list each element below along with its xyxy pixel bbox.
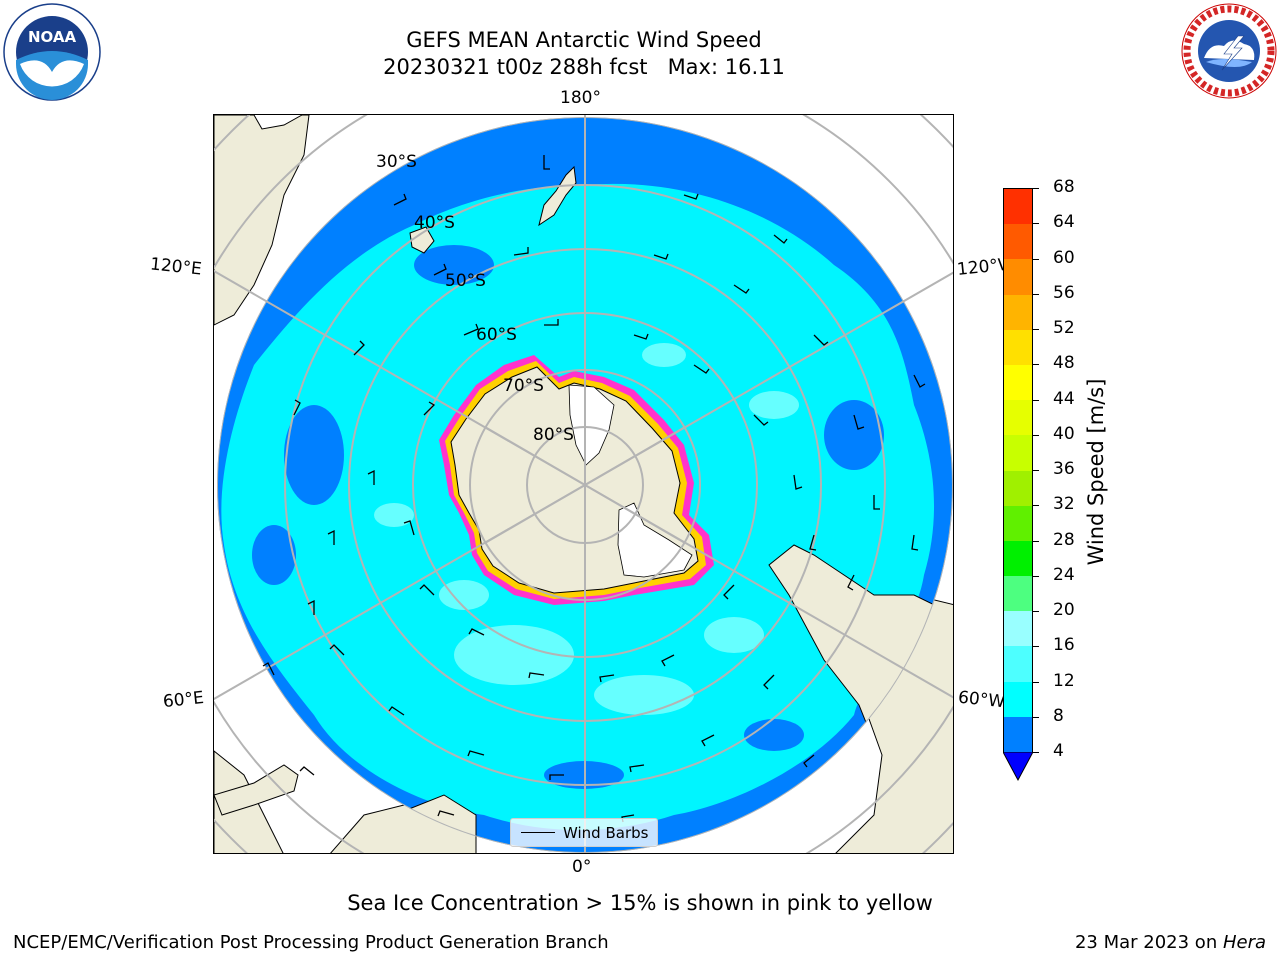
colorbar-segment [1004,576,1032,612]
colorbar-tick [1033,505,1039,507]
lat-label-50s: 50°S [445,271,486,291]
colorbar-tick-label: 16 [1053,635,1075,656]
colorbar-tick [1033,188,1039,189]
colorbar-segment [1004,470,1032,506]
lon-label-180: 180° [560,88,601,108]
colorbar-tick [1033,258,1039,260]
footer-date-text: 23 Mar 2023 on [1074,932,1223,953]
colorbar [1003,188,1033,753]
legend-label: Wind Barbs [563,823,649,842]
lat-label-70s: 70°S [503,376,544,396]
sea-ice-caption: Sea Ice Concentration > 15% is shown in … [347,891,933,915]
lat-label-60s: 60°S [476,325,517,345]
colorbar-tick-label: 12 [1053,670,1075,691]
lat-label-40s: 40°S [414,213,455,233]
colorbar-tick [1033,329,1039,330]
colorbar-tick [1033,470,1039,471]
colorbar-segment [1004,435,1032,471]
lon-label-60w: 60°W [957,687,1006,713]
lon-label-120e: 120°E [149,254,203,280]
colorbar-tick [1033,575,1039,577]
colorbar-tick-label: 24 [1053,564,1075,585]
colorbar-segment [1004,611,1032,647]
footer-credit: NCEP/EMC/Verification Post Processing Pr… [13,932,609,953]
colorbar-tick-label: 4 [1053,741,1064,761]
colorbar-segment [1004,681,1032,717]
footer-date: 23 Mar 2023 on Hera [1075,932,1266,953]
colorbar-tick-label: 60 [1053,247,1075,268]
colorbar-tick-label: 40 [1053,423,1075,444]
colorbar-tick-label: 64 [1053,212,1075,233]
colorbar-tick [1033,223,1039,225]
ross-ice-shelf [568,384,615,466]
colorbar-tick-label: 32 [1053,494,1075,515]
polar-map-canvas [214,115,953,853]
colorbar-tick [1033,646,1039,648]
colorbar-tick-label: 28 [1053,529,1075,550]
legend-swatch-line [521,832,555,833]
chart-subtitle: 20230321 t00z 288h fcst Max: 16.11 [383,55,785,79]
colorbar-tick-label: 48 [1053,353,1075,374]
map-legend: Wind Barbs [510,818,658,847]
colorbar-tick [1033,434,1039,436]
colorbar-tick-label: 52 [1053,318,1075,338]
polar-map: 30°S 40°S 50°S 60°S 70°S 80°S Wind Barbs [213,114,954,854]
graticule-inner [484,370,686,600]
colorbar-segment [1004,259,1032,295]
colorbar-segment [1004,364,1032,401]
colorbar-segment [1004,294,1032,330]
colorbar-segment [1004,224,1032,260]
colorbar-segment [1004,189,1032,225]
svg-text:NOAA: NOAA [28,28,77,46]
lat-label-30s: 30°S [376,152,417,172]
colorbar-tick [1033,716,1039,718]
colorbar-segment [1004,329,1032,365]
colorbar-tick [1033,681,1039,683]
colorbar-extend-arrow [1003,752,1033,782]
colorbar-tick-label: 36 [1053,459,1075,479]
noaa-logo: NOAA [2,2,102,102]
colorbar-segment [1004,716,1032,752]
wind-barbs [262,155,926,823]
colorbar-title: Wind Speed [m/s] [1084,378,1108,566]
lat-label-80s: 80°S [533,425,574,445]
lon-label-60e: 60°E [162,687,205,713]
colorbar-tick [1033,540,1039,542]
colorbar-tick [1033,364,1039,366]
lon-label-0: 0° [572,857,592,877]
colorbar-segment [1004,540,1032,577]
colorbar-tick-label: 56 [1053,282,1075,303]
colorbar-tick-label: 68 [1053,177,1075,197]
footer-machine: Hera [1222,932,1266,953]
colorbar-tick [1033,293,1039,295]
colorbar-segment [1004,505,1032,541]
nws-logo [1180,2,1278,100]
colorbar-segment [1004,400,1032,436]
colorbar-tick [1033,752,1039,753]
colorbar-tick-label: 20 [1053,600,1075,620]
colorbar-tick-label: 8 [1053,705,1064,726]
colorbar-segment [1004,646,1032,682]
colorbar-tick [1033,399,1039,401]
colorbar-tick-label: 44 [1053,388,1075,409]
wind-zone-12-16 [374,343,799,715]
chart-title: GEFS MEAN Antarctic Wind Speed [406,28,762,52]
colorbar-tick [1033,611,1039,612]
